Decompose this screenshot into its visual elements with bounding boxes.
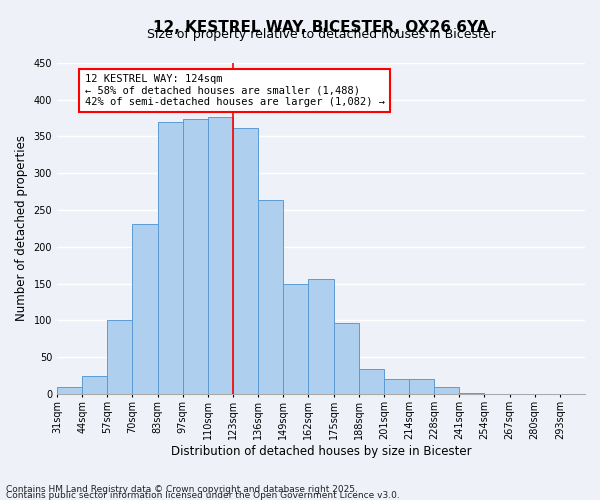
Bar: [57, 388, 82, 394]
Text: 12, KESTREL WAY, BICESTER, OX26 6YA: 12, KESTREL WAY, BICESTER, OX26 6YA: [154, 20, 489, 34]
Bar: [107, 320, 133, 394]
Bar: [434, 386, 459, 394]
Bar: [359, 369, 384, 394]
Text: Contains HM Land Registry data © Crown copyright and database right 2025.: Contains HM Land Registry data © Crown c…: [6, 485, 358, 494]
Bar: [233, 128, 258, 394]
Bar: [158, 122, 183, 394]
Bar: [82, 376, 107, 394]
Bar: [208, 117, 233, 394]
X-axis label: Distribution of detached houses by size in Bicester: Distribution of detached houses by size …: [171, 444, 472, 458]
Bar: [133, 224, 158, 394]
Bar: [384, 378, 409, 394]
Y-axis label: Number of detached properties: Number of detached properties: [15, 136, 28, 322]
Bar: [409, 378, 434, 394]
Text: Contains public sector information licensed under the Open Government Licence v3: Contains public sector information licen…: [6, 491, 400, 500]
Bar: [459, 392, 484, 394]
Bar: [308, 279, 334, 394]
Title: Size of property relative to detached houses in Bicester: Size of property relative to detached ho…: [146, 28, 496, 40]
Text: 12 KESTREL WAY: 124sqm
← 58% of detached houses are smaller (1,488)
42% of semi-: 12 KESTREL WAY: 124sqm ← 58% of detached…: [85, 74, 385, 107]
Bar: [258, 200, 283, 394]
Bar: [183, 118, 208, 394]
Bar: [283, 284, 308, 394]
Bar: [334, 322, 359, 394]
